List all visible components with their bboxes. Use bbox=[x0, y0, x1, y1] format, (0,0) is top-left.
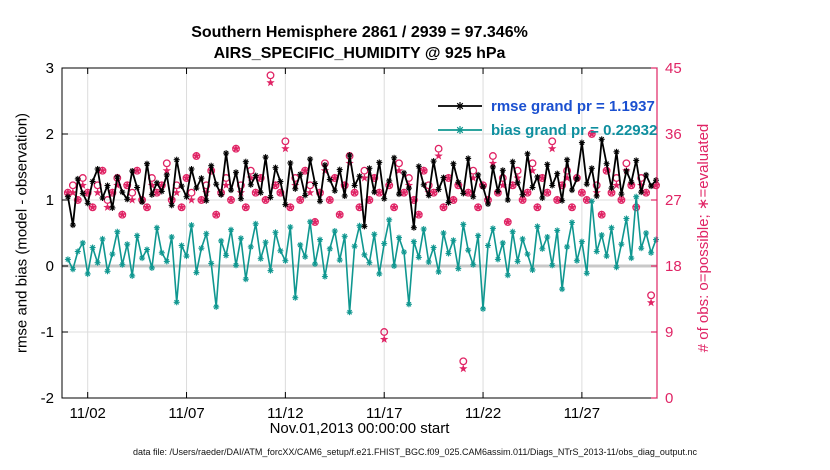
axes bbox=[61, 67, 658, 399]
svg-text:0: 0 bbox=[665, 390, 673, 407]
series-rmse bbox=[64, 136, 659, 231]
tick-labels: 11/02 11/07 11/12 11/17 11/22 11/27 -2 -1 0 1 2 3 0 9… bbox=[41, 60, 682, 422]
svg-text:11/07: 11/07 bbox=[168, 405, 204, 422]
svg-text:36: 36 bbox=[665, 126, 682, 143]
grid bbox=[62, 68, 657, 398]
legend: rmse grand pr = 1.1937 bias grand pr = 0… bbox=[436, 96, 657, 140]
y-axis-label-right: # of obs: o=possible; ∗=evaluated bbox=[695, 123, 712, 353]
svg-text:11/22: 11/22 bbox=[465, 405, 501, 422]
legend-item-rmse: rmse grand pr = 1.1937 bbox=[436, 96, 657, 116]
svg-text:1: 1 bbox=[46, 192, 54, 209]
svg-text:11/12: 11/12 bbox=[267, 405, 303, 422]
svg-text:27: 27 bbox=[665, 192, 682, 209]
svg-text:9: 9 bbox=[665, 324, 673, 341]
legend-bias-label: bias grand pr = 0.22932 bbox=[491, 121, 658, 139]
plot-title-line2: AIRS_SPECIFIC_HUMIDITY @ 925 hPa bbox=[213, 45, 506, 62]
data-file-caption: data file: /Users/raeder/DAI/ATM_forcXX/… bbox=[133, 447, 697, 457]
series-bias bbox=[64, 193, 659, 316]
y-axis-label-left: rmse and bias (model - observation) bbox=[13, 112, 31, 354]
svg-text:45: 45 bbox=[665, 60, 682, 77]
plot-title-line1: Southern Hemisphere 2861 / 2939 = 97.346… bbox=[191, 24, 528, 41]
svg-text:11/17: 11/17 bbox=[366, 405, 402, 422]
svg-text:11/02: 11/02 bbox=[69, 405, 105, 422]
x-axis-label: Nov.01,2013 00:00:00 start bbox=[269, 420, 450, 437]
legend-item-bias: bias grand pr = 0.22932 bbox=[436, 120, 657, 140]
svg-text:18: 18 bbox=[665, 258, 682, 275]
legend-bias-sample bbox=[438, 126, 482, 134]
svg-text:-1: -1 bbox=[41, 324, 54, 341]
svg-text:11/27: 11/27 bbox=[564, 405, 600, 422]
svg-text:2: 2 bbox=[46, 126, 54, 143]
svg-text:3: 3 bbox=[46, 60, 54, 77]
svg-text:0: 0 bbox=[46, 258, 54, 275]
legend-rmse-label: rmse grand pr = 1.1937 bbox=[491, 97, 655, 115]
svg-text:-2: -2 bbox=[41, 390, 54, 407]
legend-rmse-sample bbox=[438, 102, 482, 110]
